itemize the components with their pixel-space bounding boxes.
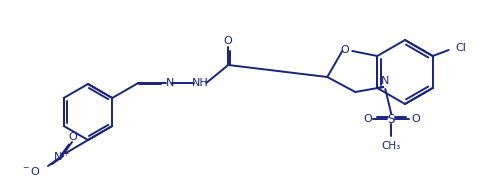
Text: $^-$O: $^-$O	[21, 165, 41, 177]
Text: O: O	[69, 132, 77, 142]
Text: N$^+$: N$^+$	[53, 148, 71, 164]
Text: CH₃: CH₃	[382, 141, 401, 151]
Text: NH: NH	[192, 78, 208, 88]
Text: O: O	[340, 45, 349, 55]
Text: N: N	[381, 76, 389, 86]
Text: Cl: Cl	[456, 43, 466, 53]
Text: O: O	[363, 114, 372, 124]
Text: O: O	[224, 36, 232, 46]
Text: O: O	[411, 114, 420, 124]
Text: N: N	[166, 78, 174, 88]
Text: S: S	[388, 112, 395, 125]
